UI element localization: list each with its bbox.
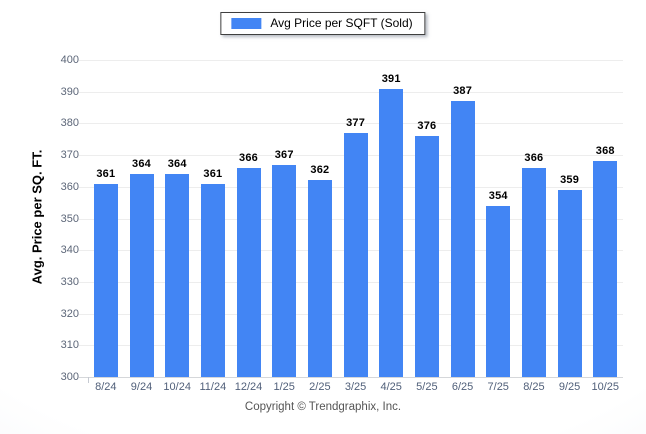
- bar: [129, 174, 154, 377]
- bar: [557, 189, 582, 377]
- bar-value-label: 364: [167, 158, 187, 171]
- bar-slot: 366: [231, 60, 267, 377]
- bar: [521, 167, 546, 377]
- y-axis-tick-label: 350: [60, 212, 79, 225]
- x-axis-tick-label: 9/24: [130, 381, 153, 393]
- bar-slot: 366: [516, 60, 552, 377]
- bar-slot: 354: [480, 60, 516, 377]
- bar-slot: 391: [373, 60, 409, 377]
- legend-swatch: [231, 18, 262, 30]
- x-axis-tick-label: 8/24: [95, 381, 117, 393]
- x-axis-tick-label: 10/24: [163, 381, 191, 393]
- bar-value-label: 361: [96, 167, 116, 180]
- bar-value-label: 376: [417, 120, 437, 133]
- bar: [307, 180, 332, 377]
- y-axis-tick-label: 360: [60, 180, 79, 193]
- x-axis-tick-label: 2/25: [309, 381, 331, 393]
- bar: [593, 161, 618, 377]
- bar-value-label: 387: [453, 85, 473, 98]
- x-axis-tick-label: 10/25: [591, 381, 619, 393]
- y-axis-tick-label: 320: [60, 307, 79, 320]
- bar-value-label: 377: [346, 116, 366, 129]
- x-axis-tick-label: 7/25: [487, 381, 509, 393]
- y-axis-tick-label: 390: [60, 85, 79, 98]
- y-axis-tick-label: 310: [60, 339, 79, 352]
- copyright-text: Copyright © Trendgraphix, Inc.: [244, 401, 402, 413]
- bar-slot: 376: [409, 60, 445, 377]
- x-axis-tick-label: 8/25: [523, 381, 545, 393]
- bar-value-label: 367: [274, 148, 294, 161]
- bar-value-label: 361: [203, 167, 223, 180]
- bar: [93, 183, 118, 377]
- gridline: [79, 123, 623, 125]
- gridline: [79, 60, 623, 61]
- bar-value-label: 368: [595, 145, 615, 158]
- bar-slot: 387: [445, 60, 481, 377]
- legend: Avg Price per SQFT (Sold): [220, 12, 426, 36]
- bar-value-label: 354: [488, 189, 508, 202]
- bar-slot: 368: [587, 60, 623, 377]
- bar-value-label: 391: [381, 72, 401, 85]
- y-axis-tick-label: 340: [60, 244, 79, 257]
- bar: [414, 136, 439, 377]
- bar-slot: 377: [338, 60, 374, 377]
- x-axis-tick-label: 1/25: [273, 381, 295, 393]
- bar: [200, 183, 225, 377]
- bar-slot: 361: [195, 60, 231, 377]
- x-axis-tick-label: 6/25: [451, 381, 474, 393]
- y-axis-tick-label: 380: [60, 117, 79, 130]
- y-axis-tick-label: 300: [60, 371, 79, 383]
- bar: [343, 132, 368, 377]
- y-axis-tick-labels: 300 310 320 330 340 350 360 370 380 390 400: [0, 54, 79, 383]
- x-axis-tick-label: 5/25: [416, 381, 438, 393]
- bar: [450, 101, 475, 377]
- y-axis-tick-label: 330: [60, 275, 79, 288]
- legend-label: Avg Price per SQFT (Sold): [270, 16, 413, 30]
- y-axis-tick-label: 370: [60, 149, 79, 162]
- bar: [165, 174, 190, 377]
- bar-value-label: 366: [239, 151, 258, 164]
- gridline: [79, 377, 623, 378]
- x-axis-tick-label: 4/25: [380, 381, 402, 393]
- bar-slot: 359: [552, 60, 588, 377]
- plot-area: 361 364 364 361 366 367 362 377 391 376 387 354 366 3…: [79, 60, 623, 383]
- bar: [486, 205, 511, 377]
- x-axis-tick-labels: 8/24 9/24 10/24 11/24 12/24 1/25 2/25 3/25 4/25 5…: [88, 381, 623, 393]
- gridline: [79, 91, 623, 93]
- y-axis-tick-label: 400: [60, 54, 79, 66]
- bar: [236, 167, 261, 377]
- bar-value-label: 359: [560, 173, 580, 186]
- bar-series: 361 364 364 361 366 367 362 377 391 376 387 354 366 3…: [88, 60, 623, 377]
- x-axis-tick-label: 11/24: [199, 381, 227, 393]
- bar-slot: 361: [88, 60, 124, 377]
- bar-slot: 364: [159, 60, 195, 377]
- x-axis-tick-label: 12/24: [234, 381, 263, 393]
- bar: [272, 164, 297, 377]
- bar-slot: 362: [302, 60, 338, 377]
- bar-value-label: 362: [310, 164, 330, 177]
- bar-slot: 367: [266, 60, 302, 377]
- x-axis-tick-label: 9/25: [558, 381, 581, 393]
- x-axis-tick-label: 3/25: [344, 381, 367, 393]
- bar-value-label: 366: [524, 151, 544, 164]
- bar-slot: 364: [124, 60, 160, 377]
- axis-corner-tick: [88, 377, 89, 383]
- bar: [379, 88, 404, 377]
- bar-value-label: 364: [132, 158, 151, 171]
